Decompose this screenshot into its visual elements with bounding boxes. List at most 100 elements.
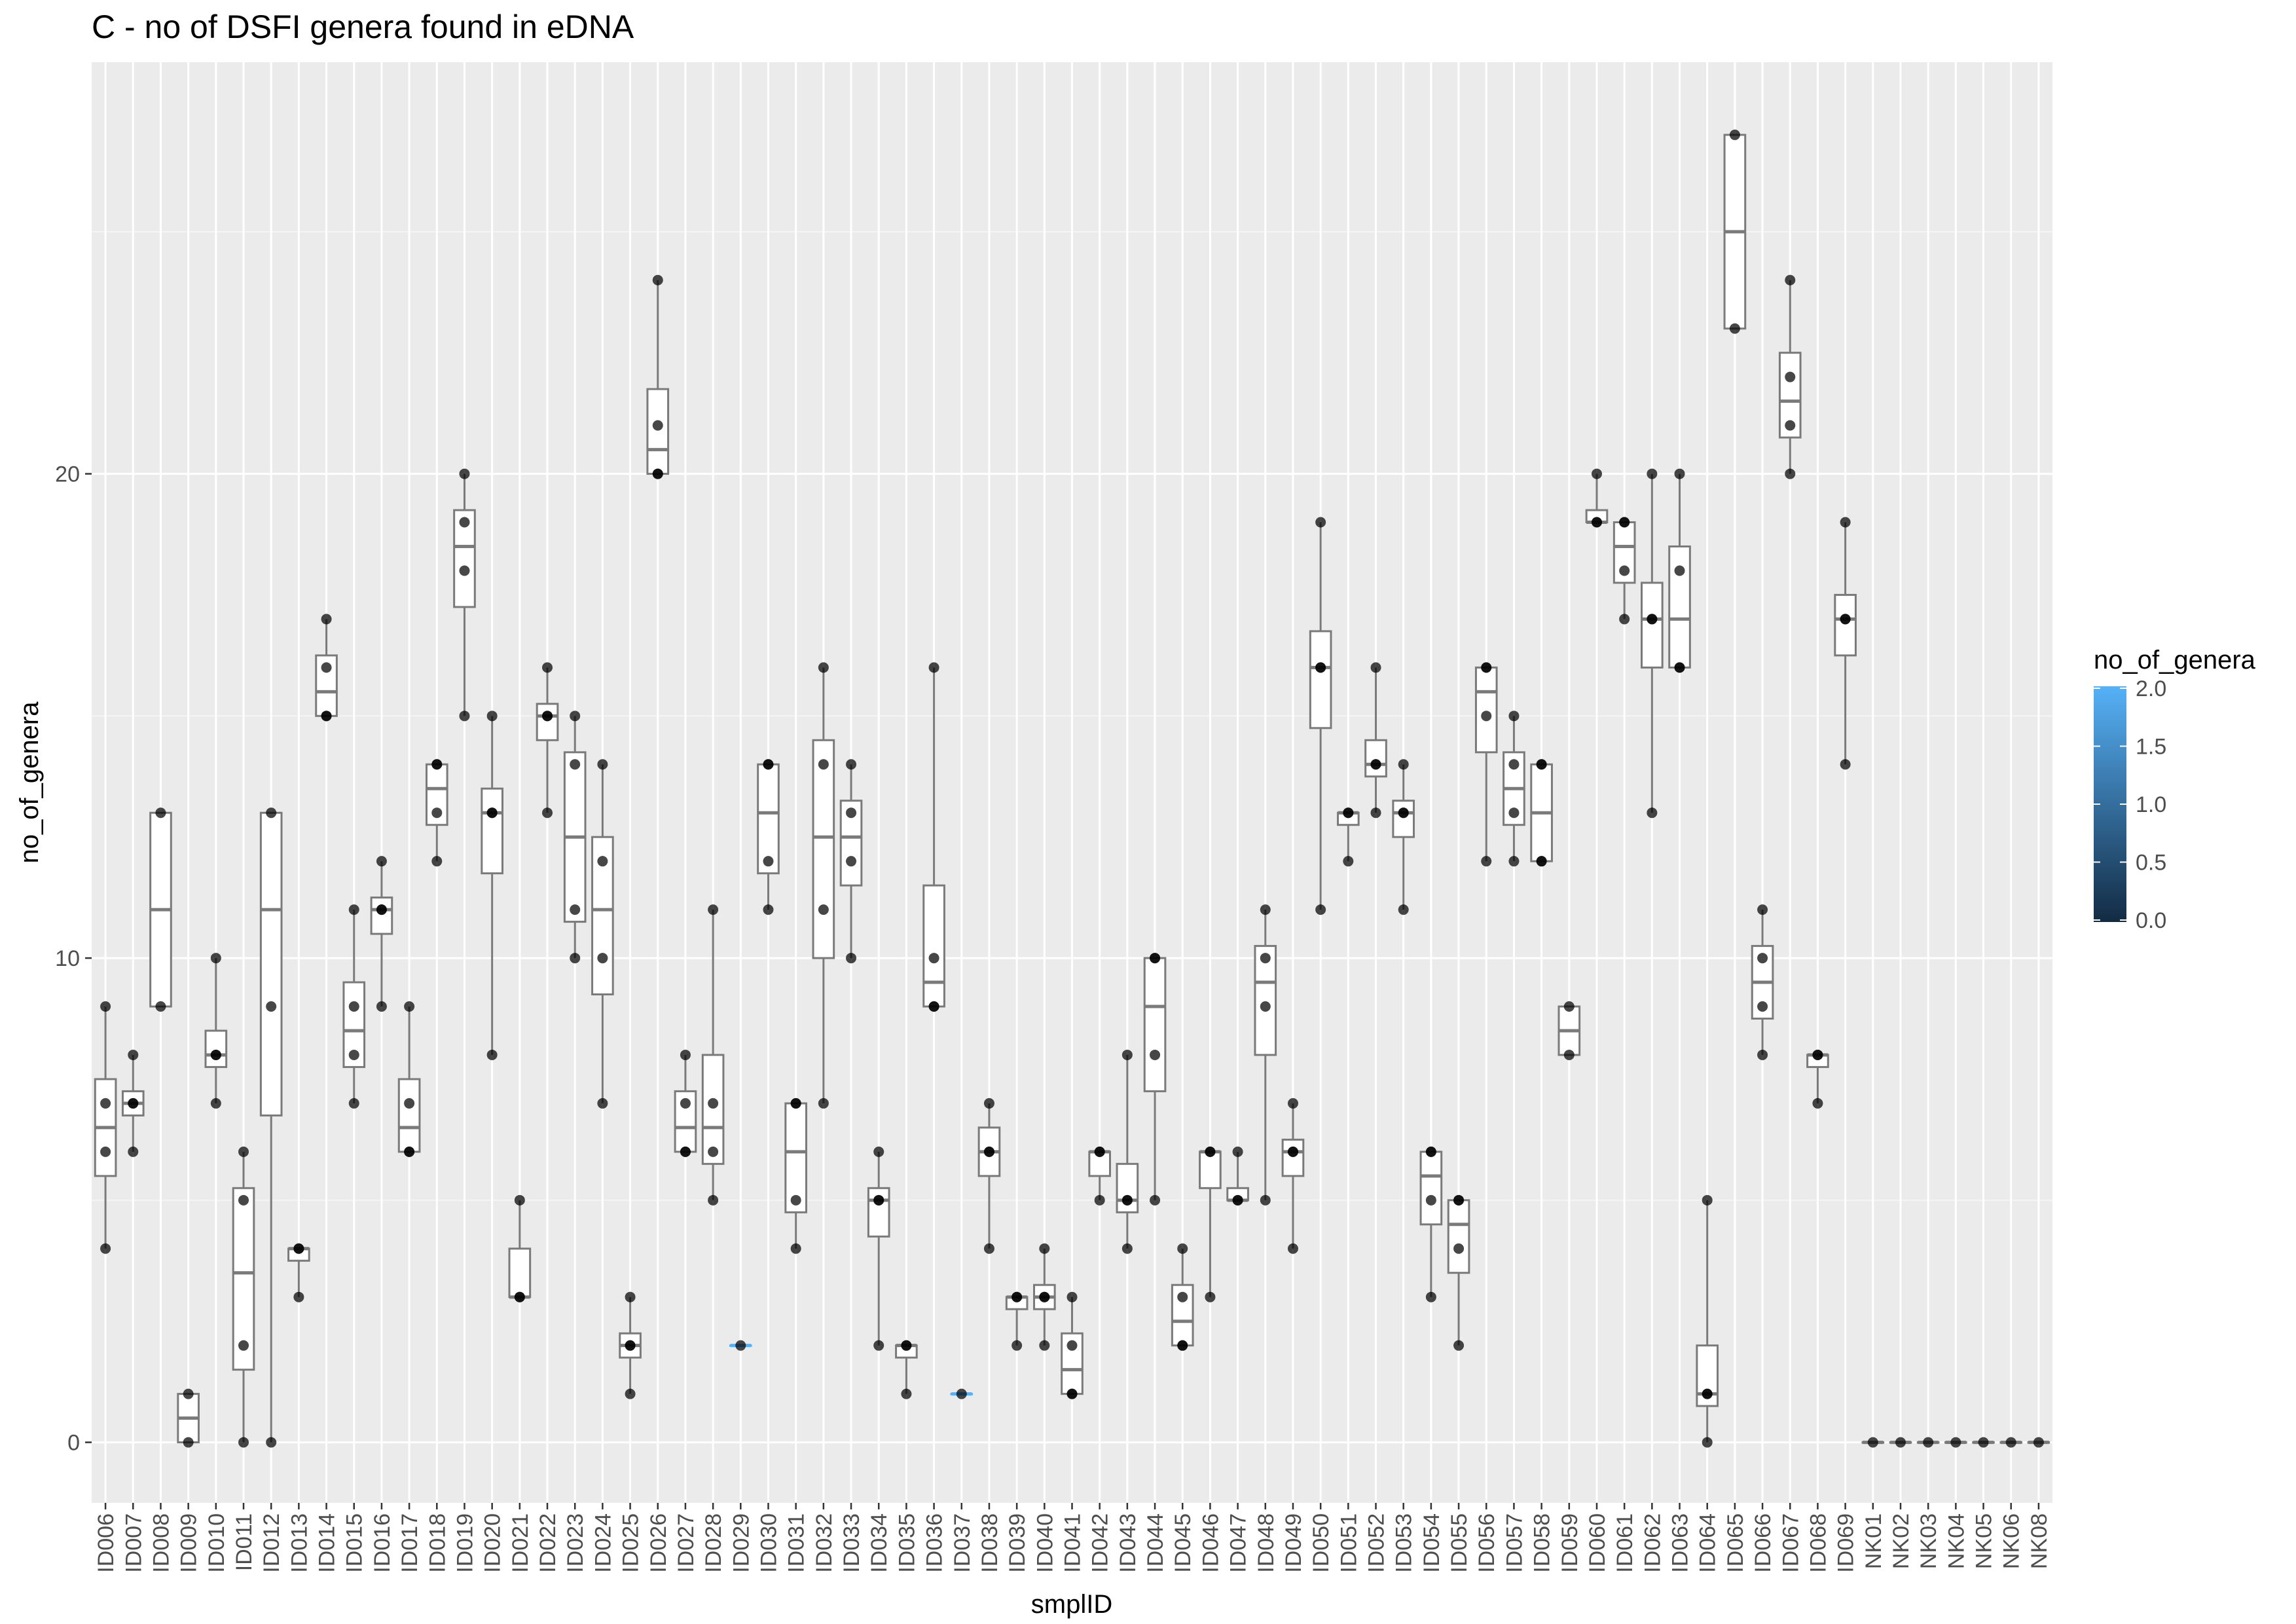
x-tick-label: ID050 (1309, 1513, 1334, 1573)
box-ID035 (895, 1344, 918, 1394)
data-point-ID006 (100, 1243, 111, 1254)
data-point-ID033 (846, 856, 857, 867)
x-tick-label: NK05 (1972, 1513, 1997, 1569)
data-point-ID024 (597, 953, 608, 964)
box-iqr (370, 896, 393, 935)
data-point-ID011 (238, 1194, 249, 1206)
data-point-ID032 (818, 662, 829, 673)
data-point-ID053 (1398, 759, 1409, 770)
box-ID061 (1613, 521, 1636, 619)
x-tick-label: ID056 (1474, 1513, 1499, 1573)
data-point-ID034 (873, 1146, 884, 1157)
data-point-ID061 (1619, 614, 1630, 625)
x-tick-label: ID018 (425, 1513, 450, 1573)
box-ID059 (1558, 1005, 1581, 1056)
x-tick-label: ID048 (1254, 1513, 1279, 1573)
box-iqr (1392, 800, 1415, 838)
x-tick-label: ID014 (315, 1513, 340, 1573)
data-point-ID018 (431, 759, 443, 770)
data-point-ID029 (735, 1340, 746, 1351)
data-point-ID047 (1232, 1194, 1243, 1206)
box-iqr (536, 703, 559, 741)
box-ID039 (1005, 1295, 1029, 1346)
data-point-ID026 (652, 468, 663, 479)
x-tick-label: ID024 (591, 1513, 615, 1573)
data-point-ID021 (514, 1291, 525, 1302)
x-tick-label: ID027 (674, 1513, 699, 1573)
data-point-ID067 (1785, 274, 1796, 286)
data-point-ID049 (1287, 1146, 1298, 1157)
data-point-ID011 (238, 1437, 249, 1448)
data-point-ID051 (1343, 807, 1354, 819)
box-ID034 (867, 1151, 890, 1346)
data-point-ID057 (1508, 710, 1520, 722)
x-tick-label: NK02 (1889, 1513, 1914, 1569)
data-point-ID064 (1702, 1194, 1713, 1206)
legend-tick-label: 0.5 (2136, 851, 2166, 876)
data-point-ID018 (431, 807, 443, 819)
box-ID060 (1585, 473, 1609, 525)
data-point-ID062 (1647, 468, 1658, 479)
data-point-ID054 (1425, 1146, 1436, 1157)
data-point-NK02 (1895, 1437, 1906, 1448)
x-tick-label: ID030 (756, 1513, 781, 1573)
chart-title: C - no of DSFI genera found in eDNA (92, 9, 634, 45)
data-point-ID065 (1729, 323, 1740, 334)
data-point-ID030 (763, 904, 774, 915)
data-point-ID063 (1674, 662, 1685, 673)
data-point-ID048 (1260, 953, 1271, 964)
box-ID016 (370, 861, 393, 1007)
box-ID012 (259, 811, 283, 1443)
legend-tick-label: 1.0 (2136, 792, 2166, 817)
data-point-ID028 (708, 904, 719, 915)
data-point-ID019 (459, 710, 470, 722)
data-point-ID016 (376, 1001, 387, 1012)
data-point-ID046 (1205, 1146, 1216, 1157)
data-point-ID045 (1177, 1340, 1188, 1351)
data-point-ID023 (570, 953, 581, 964)
box-ID006 (94, 1006, 117, 1249)
data-point-ID045 (1177, 1291, 1188, 1302)
box-ID028 (701, 910, 725, 1200)
x-tick-label: ID052 (1364, 1513, 1389, 1573)
x-tick-label: ID028 (701, 1513, 726, 1573)
data-point-ID007 (128, 1098, 139, 1109)
data-point-ID018 (431, 856, 443, 867)
data-point-ID040 (1039, 1340, 1050, 1351)
data-point-ID040 (1039, 1243, 1050, 1254)
data-point-ID056 (1481, 856, 1492, 867)
data-point-ID050 (1315, 904, 1326, 915)
data-point-ID027 (680, 1146, 691, 1157)
x-tick-label: ID061 (1613, 1513, 1637, 1573)
data-point-ID061 (1619, 565, 1630, 576)
data-point-ID064 (1702, 1437, 1713, 1448)
x-tick-label: ID034 (867, 1513, 892, 1573)
data-point-ID044 (1150, 953, 1161, 964)
data-point-ID014 (321, 662, 332, 673)
data-point-ID064 (1702, 1388, 1713, 1399)
data-point-ID054 (1425, 1194, 1436, 1206)
data-point-ID038 (983, 1146, 994, 1157)
data-point-ID038 (983, 1243, 994, 1254)
data-point-ID031 (790, 1098, 801, 1109)
data-point-ID024 (597, 856, 608, 867)
data-point-ID020 (486, 1049, 498, 1060)
data-point-ID069 (1840, 517, 1851, 528)
data-point-NK06 (2005, 1437, 2016, 1448)
data-point-ID019 (459, 468, 470, 479)
x-tick-label: NK08 (2027, 1513, 2052, 1569)
data-point-ID016 (376, 904, 387, 915)
data-point-ID055 (1453, 1243, 1465, 1254)
data-point-ID049 (1287, 1098, 1298, 1109)
box-layer (94, 134, 2050, 1445)
box-iqr (1199, 1151, 1222, 1189)
x-tick-label: ID068 (1806, 1513, 1831, 1573)
box-ID050 (1309, 522, 1332, 910)
data-point-ID051 (1343, 856, 1354, 867)
data-point-ID061 (1619, 517, 1630, 528)
x-tick-label: ID021 (508, 1513, 533, 1573)
data-point-NK08 (2033, 1437, 2044, 1448)
data-point-ID023 (570, 759, 581, 770)
data-point-ID033 (846, 759, 857, 770)
